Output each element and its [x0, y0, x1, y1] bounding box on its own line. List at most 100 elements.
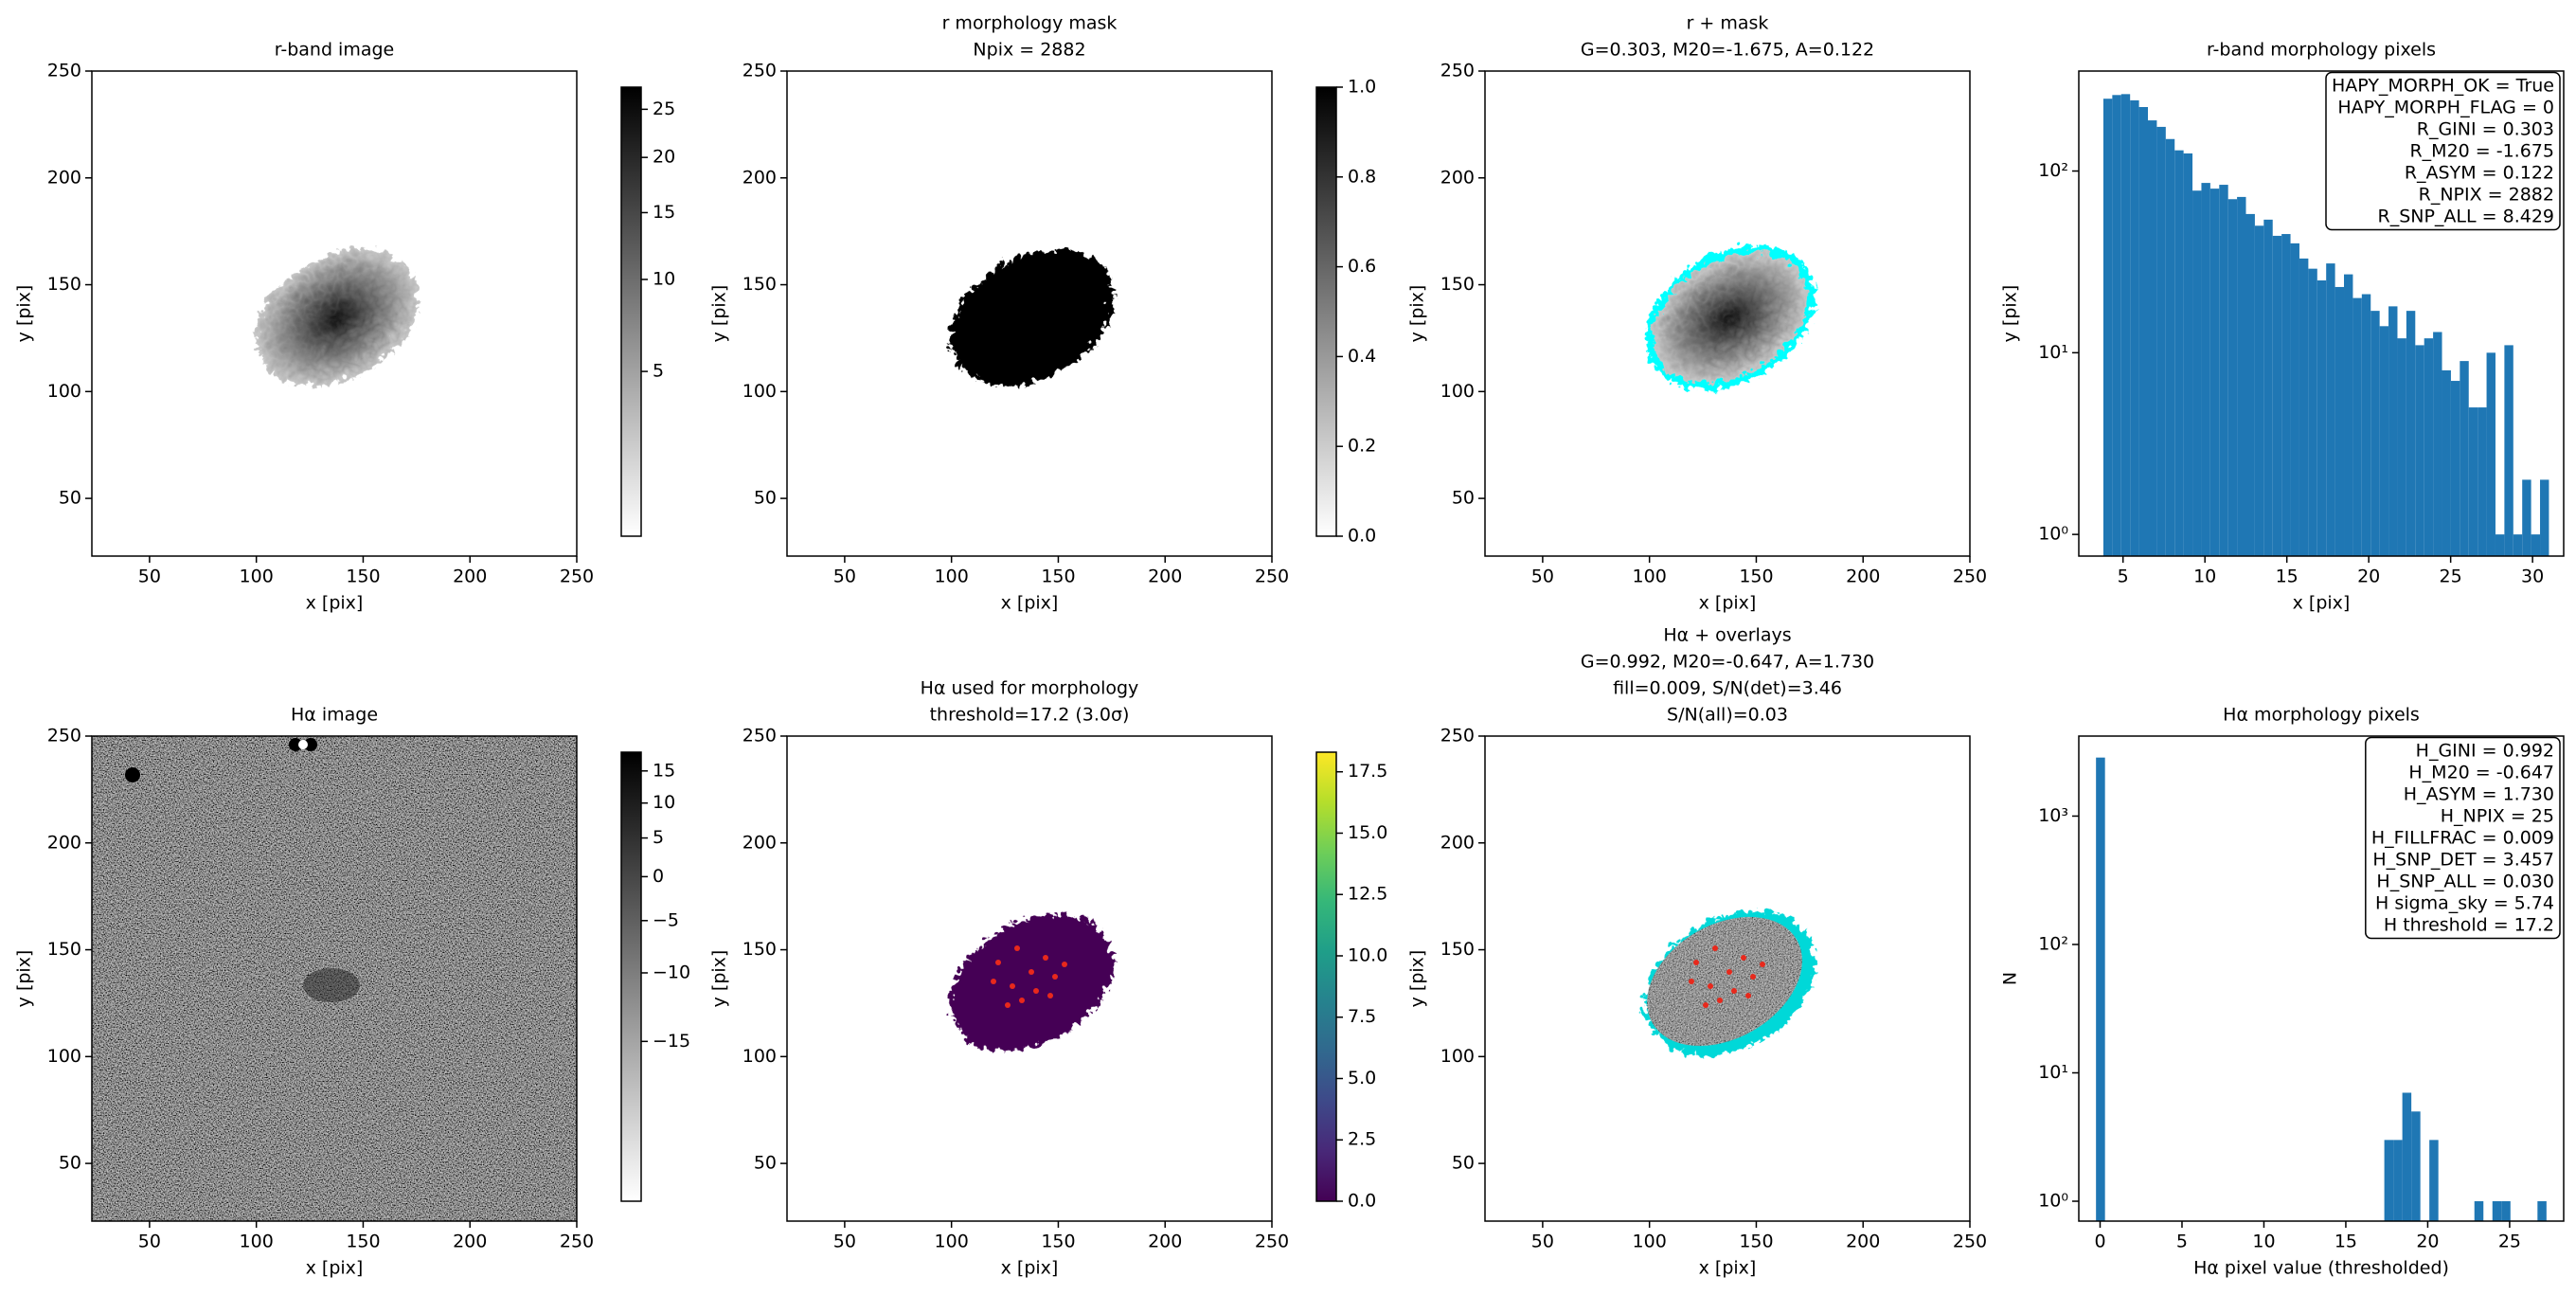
annotation-box — [2325, 71, 2561, 231]
bars — [2102, 94, 2549, 556]
colorbar-tick-label: 15 — [653, 202, 675, 223]
y-axis-label: y [pix] — [709, 950, 730, 1008]
artifact — [304, 738, 317, 751]
axes-frame — [2078, 70, 2565, 557]
image-panel: 50 100 150 200 250 50 100 150 200 250 r morphology… — [709, 13, 1377, 614]
colorbar-tick-label: 20 — [653, 147, 675, 168]
bar — [2120, 94, 2131, 556]
x-tick-label: 10 — [2193, 567, 2216, 587]
bar — [2174, 150, 2184, 556]
y-tick-label: 200 — [47, 167, 81, 188]
panel-title: S/N(all)=0.03 — [1667, 705, 1788, 726]
bar — [2299, 258, 2309, 556]
x-tick-label: 0 — [2094, 1232, 2105, 1252]
bar — [2183, 153, 2193, 556]
region — [1647, 916, 1802, 1047]
panel-title: Npix = 2882 — [973, 40, 1085, 61]
x-tick-label: 250 — [560, 567, 594, 587]
x-tick-label: 5 — [2176, 1232, 2188, 1252]
bar — [2540, 479, 2549, 556]
image-panel: 50 100 150 200 250 50 100 150 200 250 r + mask G=0.… — [1407, 13, 1988, 614]
annotation-line: H_GINI = 0.992 — [2416, 741, 2554, 762]
bar — [2402, 1092, 2412, 1221]
x-tick-label: 150 — [1041, 567, 1075, 587]
x-tick-label: 5 — [2118, 567, 2129, 587]
x-tick-label: 200 — [1148, 1232, 1182, 1252]
panel-title: threshold=17.2 (3.0σ) — [930, 705, 1130, 726]
colorbar — [620, 751, 642, 1202]
bar — [2201, 183, 2210, 556]
x-tick-label: 250 — [1953, 567, 1987, 587]
panel-title: Hα image — [291, 705, 378, 726]
colorbar-tick-label: 5 — [653, 827, 664, 848]
colorbar-tick-label: 0.6 — [1348, 256, 1376, 277]
x-tick-label: 200 — [1846, 1232, 1880, 1252]
x-tick-label: 150 — [1041, 1232, 1075, 1252]
colorbar-tick-label: 0.4 — [1348, 346, 1376, 367]
bar — [2513, 534, 2523, 556]
y-tick-label: 10⁰ — [2038, 1191, 2068, 1212]
bar — [2537, 1201, 2547, 1221]
colorbar-tick-label: 5 — [653, 361, 664, 382]
y-tick-label: 250 — [1440, 726, 1475, 746]
bar — [2326, 263, 2335, 556]
bar — [2433, 332, 2442, 556]
colorbar — [1315, 751, 1337, 1202]
x-tick-label: 100 — [1633, 567, 1667, 587]
x-axis-label: Hα pixel value (thresholded) — [2193, 1258, 2449, 1279]
x-tick-label: 25 — [2498, 1232, 2521, 1252]
y-tick-label: 100 — [742, 381, 777, 402]
image-panel: 50 100 150 200 250 50 100 150 200 250 r-band image… — [14, 40, 676, 614]
colorbar-tick-label: 17.5 — [1348, 761, 1387, 782]
y-tick-label: 250 — [47, 726, 81, 746]
y-tick-label: 200 — [742, 167, 777, 188]
x-tick-label: 250 — [1255, 1232, 1289, 1252]
annotation-line: H_SNP_DET = 3.457 — [2372, 850, 2554, 871]
mask — [945, 247, 1108, 386]
x-axis-label: x [pix] — [1001, 593, 1059, 614]
bar — [2388, 306, 2398, 556]
axes-frame — [786, 70, 1273, 557]
bar — [2468, 407, 2478, 556]
panel-title: r-band image — [275, 40, 394, 61]
y-tick-label: 200 — [1440, 167, 1475, 188]
annotation-line: R_NPIX = 2882 — [2419, 185, 2554, 206]
x-tick-label: 250 — [1255, 567, 1289, 587]
colorbar — [620, 86, 642, 537]
y-tick-label: 150 — [1440, 939, 1475, 960]
x-tick-label: 200 — [1148, 567, 1182, 587]
y-tick-label: 100 — [1440, 1046, 1475, 1067]
colorbar-tick-label: 0.8 — [1348, 166, 1376, 187]
x-tick-label: 50 — [833, 1232, 856, 1252]
colorbar-tick-label: 0.2 — [1348, 436, 1376, 457]
annotation-box — [2365, 736, 2561, 940]
bar — [2156, 126, 2166, 556]
bar — [2317, 280, 2327, 556]
y-axis-label: y [pix] — [14, 950, 35, 1008]
x-tick-label: 250 — [560, 1232, 594, 1252]
y-tick-label: 200 — [1440, 832, 1475, 853]
y-tick-label: 10¹ — [2038, 1062, 2068, 1083]
x-tick-label: 100 — [935, 1232, 969, 1252]
bar — [2130, 99, 2139, 556]
bar — [2281, 234, 2291, 556]
y-tick-label: 10² — [2038, 933, 2068, 954]
bar — [2379, 326, 2389, 556]
y-axis-label: y [pix] — [1407, 950, 1428, 1008]
y-tick-label: 250 — [47, 61, 81, 81]
colorbar-tick-label: −10 — [653, 962, 690, 982]
mask-image — [945, 247, 1108, 386]
colorbar-tick-label: −5 — [653, 909, 679, 930]
y-tick-label: 10² — [2038, 160, 2068, 181]
annotation-line: R_SNP_ALL = 8.429 — [2378, 207, 2555, 227]
histogram-panel: 0 5 10 15 20 25 10⁰ 10¹ 10² 10³ Hα morphology pixe… — [2000, 705, 2565, 1279]
colorbar — [1315, 86, 1337, 537]
bar — [2263, 219, 2273, 556]
hot-pixels — [991, 945, 1067, 1008]
ha-image — [92, 736, 577, 1221]
x-tick-label: 20 — [2357, 567, 2380, 587]
x-tick-label: 200 — [453, 567, 487, 587]
y-tick-label: 250 — [742, 726, 777, 746]
